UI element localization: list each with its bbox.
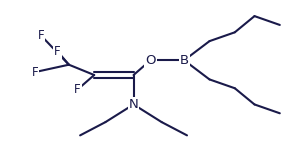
Text: B: B [179,54,189,67]
Text: O: O [145,54,156,67]
Text: N: N [129,98,138,111]
Text: F: F [74,83,81,96]
Text: F: F [37,29,44,42]
Text: F: F [32,66,38,79]
Text: F: F [54,45,61,58]
